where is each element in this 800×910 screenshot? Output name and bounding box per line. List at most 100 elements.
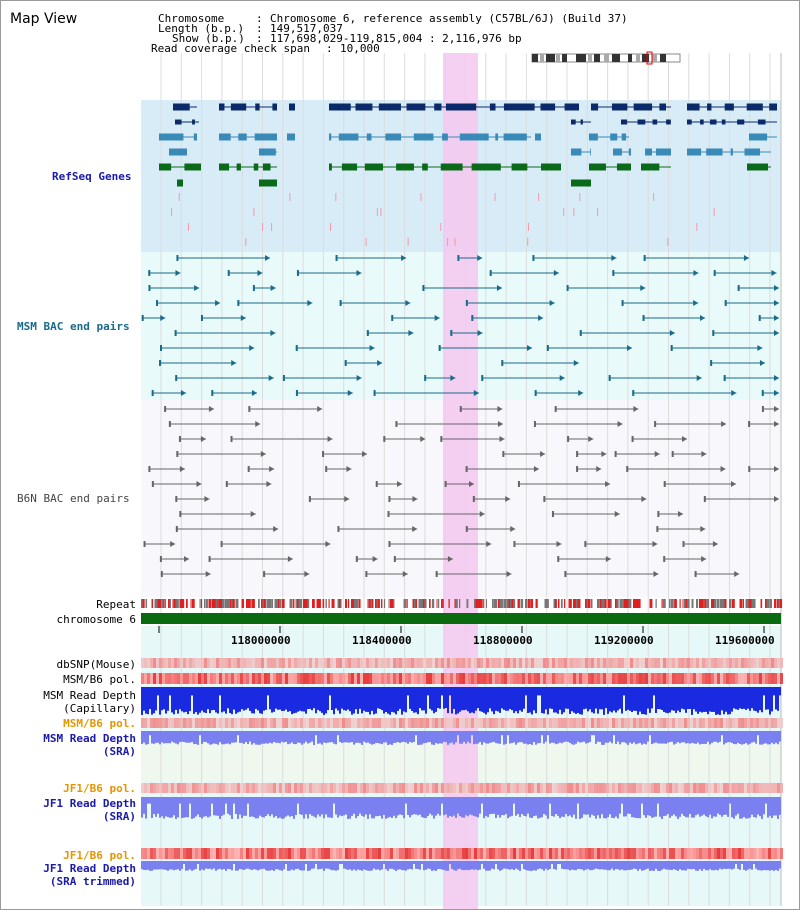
depth-bar bbox=[373, 687, 375, 715]
pol-heat-cell bbox=[144, 673, 147, 684]
depth-bar bbox=[171, 687, 173, 713]
pol-heat-cell bbox=[345, 673, 348, 684]
pol-heat-cell bbox=[690, 673, 693, 684]
repeat-block bbox=[225, 599, 228, 608]
refseq-genes-label[interactable]: RefSeq Genes bbox=[52, 170, 132, 183]
depth-bar bbox=[661, 797, 663, 819]
chromosome-ideogram[interactable] bbox=[531, 51, 681, 65]
repeat-block bbox=[354, 599, 356, 608]
bac-end bbox=[393, 556, 396, 562]
depth-bar bbox=[575, 861, 577, 871]
pol-heat-cell bbox=[708, 658, 711, 668]
depth-bar bbox=[317, 731, 319, 744]
b6n-bac-label[interactable]: B6N BAC end pairs bbox=[17, 492, 130, 505]
pol-heat-cell bbox=[456, 658, 459, 668]
repeat-block bbox=[679, 599, 681, 608]
depth-bar bbox=[273, 861, 275, 871]
repeat-block bbox=[607, 599, 610, 608]
pol-heat-cell bbox=[522, 673, 525, 684]
depth-bar bbox=[243, 861, 245, 871]
pol-heat-cell bbox=[477, 673, 480, 684]
depth-bar bbox=[719, 861, 721, 869]
depth-bar bbox=[147, 861, 149, 870]
depth-bar bbox=[459, 731, 461, 744]
pol-heat-cell bbox=[735, 673, 738, 684]
pol-heat-cell bbox=[306, 848, 309, 859]
depth-bar bbox=[195, 687, 197, 713]
depth-bar bbox=[157, 861, 159, 870]
depth-bar bbox=[567, 861, 569, 870]
depth-bar bbox=[657, 687, 659, 710]
repeat-block bbox=[699, 599, 701, 608]
depth-bar bbox=[531, 797, 533, 819]
depth-bar bbox=[669, 797, 671, 818]
pol-heat-cell bbox=[543, 783, 546, 793]
pol-heat-cell bbox=[486, 783, 489, 793]
depth-bar bbox=[325, 731, 327, 744]
depth-bar bbox=[607, 687, 609, 714]
pol-heat-cell bbox=[693, 848, 696, 859]
pol-heat-cell bbox=[261, 658, 264, 668]
pol-heat-cell bbox=[555, 848, 558, 859]
pol-heat-cell bbox=[321, 848, 324, 859]
msm-bac-label[interactable]: MSM BAC end pairs bbox=[17, 320, 130, 333]
pol-heat-cell bbox=[717, 783, 720, 793]
depth-bar bbox=[461, 731, 463, 744]
depth-bar bbox=[471, 687, 473, 713]
axis-tick-label: 119600000 bbox=[715, 634, 775, 647]
depth-bar bbox=[239, 687, 241, 712]
depth-bar bbox=[283, 687, 285, 711]
pol-heat-cell bbox=[741, 783, 744, 793]
depth-bar bbox=[515, 731, 517, 745]
pol-heat-cell bbox=[690, 783, 693, 793]
pol-heat-cell bbox=[618, 658, 621, 668]
bac-end bbox=[472, 496, 475, 502]
depth-bar bbox=[391, 687, 393, 712]
pol-heat-cell bbox=[258, 673, 261, 684]
depth-bar bbox=[451, 687, 453, 714]
pol-heat-cell bbox=[705, 783, 708, 793]
depth-bar bbox=[377, 731, 379, 744]
bac-end-arrow bbox=[180, 390, 186, 396]
pol-heat-cell bbox=[411, 848, 414, 859]
pol-heat-cell bbox=[528, 673, 531, 684]
bac-end bbox=[579, 330, 582, 336]
repeat-block bbox=[673, 599, 675, 608]
pol-heat-cell bbox=[309, 718, 312, 728]
pol-heat-cell bbox=[675, 658, 678, 668]
pol-heat-cell bbox=[462, 658, 465, 668]
depth-bar bbox=[265, 797, 267, 817]
pol-heat-cell bbox=[756, 658, 759, 668]
bac-end-arrow bbox=[588, 436, 594, 442]
repeat-block bbox=[358, 599, 361, 608]
depth-bar bbox=[351, 797, 353, 816]
depth-bar bbox=[327, 797, 329, 818]
depth-bar bbox=[581, 797, 583, 818]
depth-bar bbox=[255, 861, 257, 870]
depth-bar bbox=[157, 731, 159, 743]
pol-heat-cell bbox=[768, 673, 771, 684]
repeat-block bbox=[741, 599, 743, 608]
repeat-block bbox=[456, 599, 458, 608]
pol-heat-cell bbox=[489, 658, 492, 668]
bac-end-arrow bbox=[401, 255, 407, 261]
repeat-block bbox=[495, 599, 498, 608]
depth-bar bbox=[641, 731, 643, 745]
depth-bar bbox=[719, 731, 721, 742]
pol-heat-cell bbox=[402, 658, 405, 668]
depth-bar bbox=[521, 861, 523, 864]
depth-bar bbox=[703, 687, 705, 712]
depth-bar bbox=[643, 731, 645, 744]
depth-bar bbox=[485, 861, 487, 871]
depth-bar bbox=[705, 861, 707, 871]
depth-bar bbox=[501, 687, 503, 709]
depth-bar bbox=[153, 687, 155, 714]
gene-exon bbox=[159, 133, 184, 141]
depth-bar bbox=[765, 797, 767, 804]
pol-heat-cell bbox=[462, 673, 465, 684]
pol-heat-cell bbox=[318, 848, 321, 859]
depth-bar bbox=[431, 861, 433, 871]
depth-bar bbox=[745, 731, 747, 744]
pol-heat-cell bbox=[708, 718, 711, 728]
